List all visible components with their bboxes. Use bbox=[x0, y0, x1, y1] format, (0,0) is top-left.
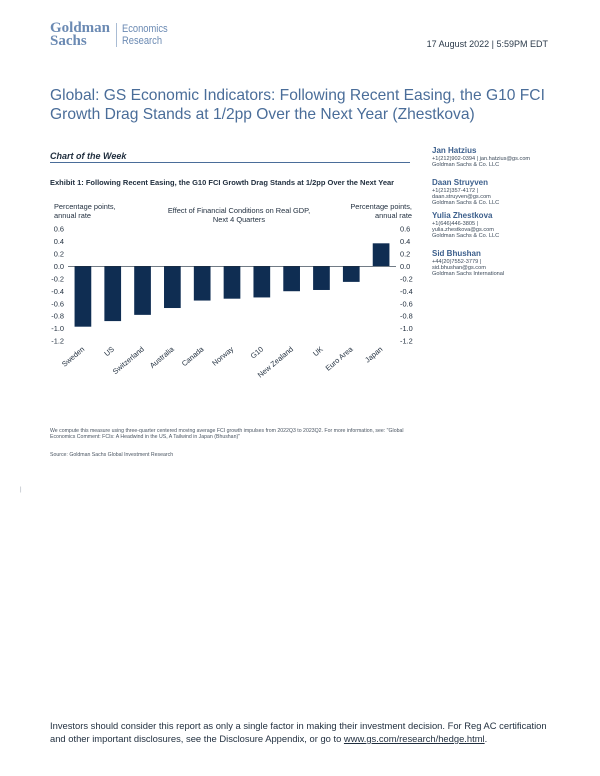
x-tick-label: Switzerland bbox=[111, 345, 146, 376]
y-tick-label-left: -0.4 bbox=[51, 287, 64, 296]
chart-title-line-1: Effect of Financial Conditions on Real G… bbox=[168, 206, 310, 215]
y-tick-label-left: -0.2 bbox=[51, 274, 64, 283]
y-tick-label-right: -1.2 bbox=[400, 337, 413, 346]
division-label: Economics Research bbox=[122, 23, 168, 47]
author-email[interactable]: yulia.zhestkova@gs.com bbox=[432, 227, 494, 234]
y-tick-label-right: -0.2 bbox=[400, 274, 413, 283]
bar-euro-area bbox=[342, 266, 360, 282]
x-tick-label: G10 bbox=[249, 345, 265, 361]
author-phone: +44(20)7552-3779 | bbox=[432, 259, 482, 265]
author-firm: Goldman Sachs & Co. LLC bbox=[432, 233, 500, 240]
y-tick-label-right: -1.0 bbox=[400, 324, 413, 333]
division-line-1: Economics bbox=[122, 23, 168, 35]
x-tick-label: Norway bbox=[210, 344, 235, 367]
bar-norway bbox=[223, 266, 241, 299]
author-name[interactable]: Jan Hatzius bbox=[432, 146, 477, 155]
x-tick-label: Japan bbox=[363, 345, 384, 365]
division-line-2: Research bbox=[122, 35, 163, 47]
author-block: Yulia Zhestkova +1(646)446-3805 | yulia.… bbox=[432, 211, 572, 240]
author-email[interactable]: sid.bhushan@gs.com bbox=[432, 265, 486, 272]
author-block: Sid Bhushan +44(20)7552-3779 | sid.bhush… bbox=[432, 249, 572, 278]
report-title: Global: GS Economic Indicators: Followin… bbox=[50, 87, 545, 123]
bar-canada bbox=[193, 266, 211, 301]
logo-line-1: Goldman bbox=[50, 20, 111, 36]
left-axis-label-line-1: Percentage points, bbox=[54, 202, 116, 211]
x-tick-label: Canada bbox=[180, 344, 206, 368]
y-tick-label-right: 0.4 bbox=[400, 237, 410, 246]
y-tick-label-right: -0.4 bbox=[400, 287, 413, 296]
right-axis-label-line-1: Percentage points, bbox=[350, 202, 412, 211]
bar-japan bbox=[372, 243, 390, 267]
y-tick-label-left: -1.2 bbox=[51, 337, 64, 346]
y-tick-label-right: 0.0 bbox=[400, 262, 410, 271]
author-name[interactable]: Sid Bhushan bbox=[432, 249, 481, 258]
author-phone: +1(212)357-4172 | bbox=[432, 188, 479, 194]
right-axis-label-line-2: annual rate bbox=[375, 211, 412, 220]
author-block: Daan Struyven +1(212)357-4172 | daan.str… bbox=[432, 178, 572, 207]
author-name[interactable]: Yulia Zhestkova bbox=[432, 211, 493, 220]
y-tick-label-right: 0.2 bbox=[400, 249, 410, 258]
publication-date: 17 August 2022 | 5:59PM EDT bbox=[426, 39, 548, 49]
bar-sweden bbox=[74, 266, 92, 327]
bar-uk bbox=[313, 266, 330, 290]
section-rule bbox=[50, 162, 410, 163]
y-tick-label-right: 0.6 bbox=[400, 225, 410, 234]
author-block: Jan Hatzius +1(212)902-0394 | jan.hatziu… bbox=[432, 146, 572, 168]
y-tick-label-left: -1.0 bbox=[51, 324, 64, 333]
author-firm: Goldman Sachs & Co. LLC bbox=[432, 200, 500, 207]
disclosure-suffix: . bbox=[484, 733, 488, 744]
y-tick-label-left: 0.4 bbox=[54, 237, 64, 246]
y-tick-label-left: 0.2 bbox=[54, 249, 64, 258]
y-tick-label-left: 0.6 bbox=[54, 225, 64, 234]
author-email[interactable]: daan.struyven@gs.com bbox=[432, 194, 491, 201]
x-tick-label: Australia bbox=[148, 344, 176, 370]
x-tick-label: Sweden bbox=[60, 345, 86, 369]
y-tick-label-left: -0.6 bbox=[51, 299, 64, 308]
chart-plot-area: 0.6 0.6 0.4 0.4 0.2 0.2 0.0 0.0 -0.2 -0.2 -0.4 -0.4… bbox=[51, 225, 413, 380]
bar-switzerland bbox=[134, 266, 151, 315]
author-firm: Goldman Sachs International bbox=[432, 271, 505, 278]
chart-footnote: We compute this measure using three-quar… bbox=[50, 428, 404, 441]
y-tick-label-left: -0.8 bbox=[51, 312, 64, 321]
logo-divider bbox=[116, 23, 117, 47]
disclosure-link[interactable]: www.gs.com/research/hedge.html bbox=[343, 733, 485, 744]
left-axis-label-line-2: annual rate bbox=[54, 211, 91, 220]
x-tick-label: UK bbox=[311, 345, 325, 359]
author-contact[interactable]: +1(212)902-0394 | jan.hatzius@gs.com bbox=[432, 156, 531, 162]
chart-title-line-2: Next 4 Quarters bbox=[213, 215, 265, 224]
disclosure-notice: Investors should consider this report as… bbox=[50, 719, 550, 745]
margin-mark: | bbox=[20, 487, 22, 493]
author-name[interactable]: Daan Struyven bbox=[432, 178, 489, 187]
x-tick-label: Euro Area bbox=[324, 344, 356, 373]
bar-new-zealand bbox=[283, 266, 300, 292]
x-tick-label: US bbox=[102, 345, 116, 359]
bar-us bbox=[104, 266, 122, 322]
goldman-sachs-logo: Goldman Sachs bbox=[50, 20, 112, 49]
y-tick-label-right: -0.6 bbox=[400, 299, 413, 308]
logo-line-2: Sachs bbox=[50, 33, 87, 49]
bar-g10 bbox=[253, 266, 271, 298]
disclosure-text: Investors should consider this report as… bbox=[50, 720, 547, 744]
exhibit-title: Exhibit 1: Following Recent Easing, the … bbox=[50, 178, 395, 187]
exhibit-bar-chart: Percentage points, annual rate Effect of… bbox=[51, 202, 413, 380]
y-tick-label-right: -0.8 bbox=[400, 312, 413, 321]
bar-australia bbox=[164, 266, 181, 309]
chart-source: Source: Goldman Sachs Global Investment … bbox=[50, 452, 174, 458]
author-firm: Goldman Sachs & Co. LLC bbox=[432, 162, 500, 169]
y-tick-label-left: 0.0 bbox=[54, 262, 64, 271]
section-label: Chart of the Week bbox=[50, 151, 127, 161]
author-phone: +1(646)446-3805 | bbox=[432, 221, 479, 227]
